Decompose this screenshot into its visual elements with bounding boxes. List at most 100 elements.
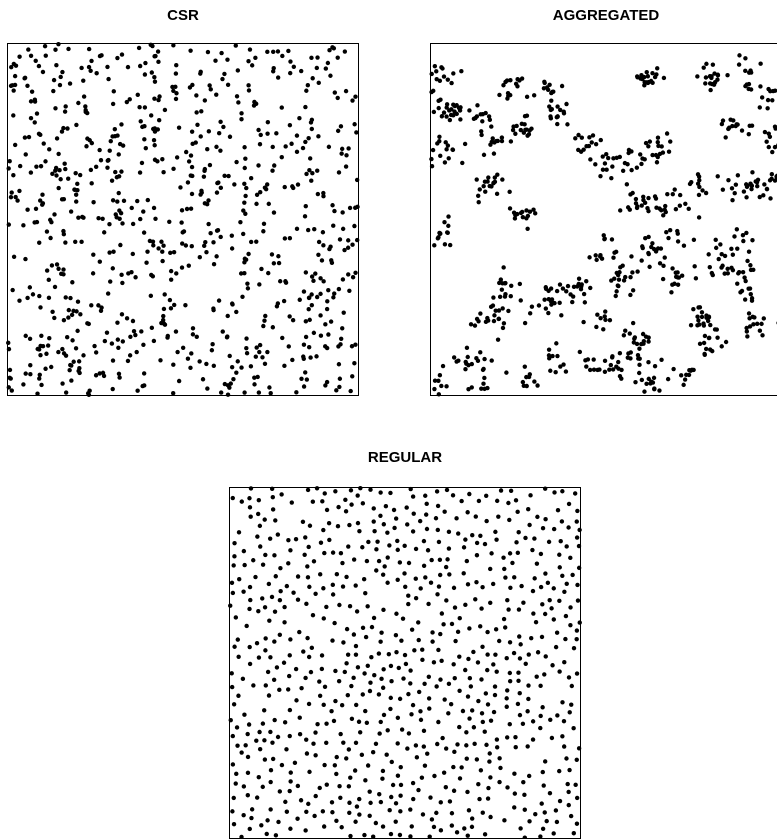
data-point [628, 274, 633, 280]
data-point [244, 351, 250, 356]
data-point [543, 306, 549, 311]
data-point [731, 118, 736, 123]
data-point [34, 164, 39, 169]
data-point [63, 104, 68, 109]
data-point [432, 243, 437, 248]
data-point [354, 177, 360, 183]
data-point [307, 584, 312, 590]
data-point [438, 677, 443, 682]
data-point [715, 174, 720, 179]
data-point [270, 144, 275, 150]
data-point [755, 321, 760, 327]
data-point [60, 381, 65, 386]
data-point [557, 300, 562, 306]
data-point [290, 184, 295, 189]
data-point [295, 574, 301, 579]
data-point [168, 250, 173, 256]
data-point [313, 753, 318, 758]
data-point [517, 656, 523, 661]
data-point [604, 151, 609, 157]
data-point [256, 497, 262, 503]
data-point [288, 59, 293, 64]
data-point [269, 252, 275, 257]
data-point [486, 175, 491, 180]
data-point [287, 788, 292, 794]
data-point [455, 742, 460, 747]
data-point [107, 221, 112, 227]
data-point [294, 133, 300, 138]
data-point [319, 258, 325, 263]
data-point [339, 146, 345, 152]
data-point [479, 606, 484, 611]
data-point [56, 185, 61, 191]
data-point [60, 346, 65, 352]
data-point [342, 247, 347, 253]
data-point [467, 491, 472, 497]
data-point [262, 361, 268, 366]
data-point [480, 584, 485, 590]
data-point [512, 791, 518, 796]
data-point [434, 69, 439, 74]
data-point [81, 353, 86, 358]
data-point [10, 287, 15, 293]
data-point [720, 187, 726, 192]
data-point [559, 313, 564, 318]
data-point [499, 138, 505, 144]
data-point [555, 114, 560, 119]
data-point [197, 359, 202, 364]
data-point [549, 90, 554, 96]
data-point [89, 181, 94, 186]
data-point [353, 94, 358, 99]
data-point [485, 629, 490, 635]
data-point [330, 550, 336, 555]
data-point [663, 203, 668, 209]
data-point [547, 597, 552, 603]
data-point [364, 720, 370, 725]
data-point [561, 362, 566, 367]
data-point [581, 147, 586, 152]
data-point [469, 708, 475, 713]
data-point [257, 523, 263, 529]
data-point [421, 744, 427, 749]
data-point [270, 507, 276, 512]
data-point [225, 82, 231, 87]
data-point [704, 61, 709, 67]
data-point [54, 173, 59, 178]
data-point [555, 104, 560, 109]
data-point [504, 656, 509, 661]
data-point [452, 103, 458, 109]
data-point [66, 46, 71, 52]
data-point [131, 329, 137, 334]
data-point [466, 656, 471, 662]
data-point [105, 64, 110, 70]
data-point [74, 199, 79, 204]
data-point [349, 502, 354, 507]
data-point [127, 353, 133, 358]
data-point [263, 187, 269, 192]
data-point [347, 522, 352, 528]
data-point [117, 216, 122, 221]
data-point [520, 721, 526, 726]
data-point [138, 216, 143, 222]
data-point [677, 203, 683, 208]
data-point [398, 809, 403, 814]
data-point [565, 781, 570, 787]
data-point [247, 661, 253, 667]
data-point [247, 826, 252, 832]
data-point [481, 366, 486, 372]
data-point [616, 359, 621, 365]
data-point [378, 513, 383, 518]
data-point [312, 813, 317, 819]
data-point [282, 363, 287, 369]
data-point [262, 318, 267, 323]
data-point [275, 734, 281, 740]
data-point [211, 240, 216, 245]
data-point [576, 565, 582, 571]
data-point [239, 365, 244, 370]
data-point [28, 363, 33, 368]
data-point [134, 349, 139, 355]
data-point [321, 616, 326, 621]
data-point [436, 584, 442, 589]
data-point [681, 382, 686, 388]
data-point [152, 96, 157, 101]
